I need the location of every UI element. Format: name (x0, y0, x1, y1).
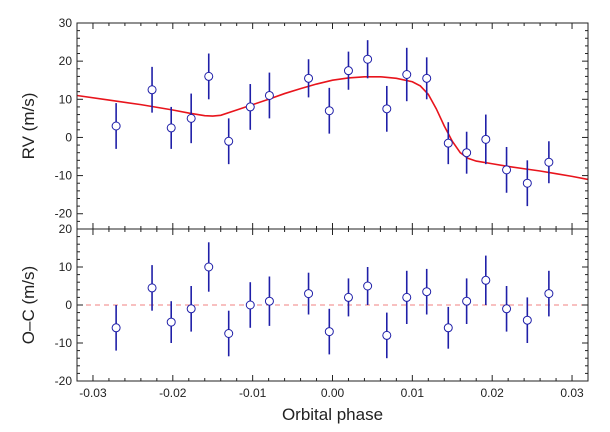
rv-y-axis-label: RV (m/s) (19, 93, 38, 160)
rv-data-point (186, 113, 196, 123)
x-tick-label: 0.03 (560, 386, 584, 400)
rv-data-point (502, 165, 512, 175)
residual-data-point (324, 327, 334, 337)
residual-data-point (245, 300, 255, 310)
rv-y-tick-label: 30 (59, 16, 73, 30)
residual-y-tick-label: 0 (65, 298, 72, 312)
rv-data-point (147, 85, 157, 95)
residual-data-point (402, 292, 412, 302)
residual-y-tick-label: -10 (55, 336, 73, 350)
residual-data-point (363, 281, 373, 291)
rv-panel-frame (76, 22, 589, 230)
rv-y-tick-label: -10 (55, 169, 73, 183)
x-tick-label: -0.01 (239, 386, 267, 400)
residual-y-tick-label: -20 (55, 374, 73, 388)
x-tick-label: -0.02 (159, 386, 187, 400)
residual-data-point (224, 329, 234, 338)
residual-y-tick-label: 20 (59, 222, 73, 236)
x-tick-label: 0.01 (401, 386, 425, 400)
rv-data-point (304, 73, 314, 83)
rv-data-point (324, 106, 334, 116)
rv-data-point (166, 123, 176, 133)
rv-data-point (522, 178, 532, 188)
rv-data-point (481, 134, 491, 144)
residual-data-point (522, 315, 532, 325)
residual-data-point (304, 289, 314, 299)
rv-data-point (544, 157, 554, 167)
residual-data-point (111, 323, 121, 333)
residual-y-tick-label: 10 (59, 260, 73, 274)
residual-data-point (481, 275, 491, 285)
rv-data-point (224, 136, 234, 146)
residual-x-ticks: -0.03 -0.02 -0.01 0.00 0.01 0.02 0.03 (76, 229, 589, 400)
rv-data-point (382, 104, 392, 114)
rv-y-ticks: -20 -10 0 10 20 30 (55, 16, 588, 230)
x-axis-label: Orbital phase (282, 405, 383, 424)
x-tick-label: 0.00 (321, 386, 345, 400)
residual-data-point (502, 304, 512, 314)
residual-data-point (204, 262, 214, 272)
residual-data-point (166, 317, 176, 327)
residual-data-point (147, 283, 157, 293)
residual-y-axis-label: O–C (m/s) (19, 266, 38, 344)
rv-y-tick-label: 20 (59, 54, 73, 68)
rv-y-tick-label: 10 (59, 92, 73, 106)
rv-data-point (363, 54, 373, 64)
x-tick-label: -0.03 (79, 386, 107, 400)
rv-panel: -20 -10 0 10 20 30 RV (m/s) (19, 16, 589, 230)
rv-data-point (111, 121, 121, 131)
residual-data-point (264, 296, 274, 306)
rv-data-point (264, 90, 274, 100)
rv-y-tick-label: -20 (55, 207, 73, 221)
x-tick-label: 0.02 (481, 386, 505, 400)
rv-data-point (422, 73, 432, 83)
residual-data-point (186, 304, 196, 314)
residual-errorbar-layer (111, 242, 554, 359)
rv-data-point (443, 138, 453, 148)
rv-data-point (343, 66, 353, 76)
rv-y-tick-label: 0 (65, 130, 72, 144)
residual-panel: -20 -10 0 10 20 -0.03 -0.02 -0.01 0.00 0.01 0.02 0… (19, 222, 589, 424)
residual-data-point (443, 323, 453, 333)
rv-x-ticks (76, 23, 589, 229)
rv-model-curve (76, 75, 589, 181)
residual-data-point (343, 292, 353, 302)
rv-data-point (462, 148, 472, 158)
rv-data-point (204, 71, 214, 81)
residual-data-point (422, 287, 432, 297)
rv-model-curve-layer (76, 75, 589, 181)
residual-data-point (462, 296, 472, 306)
residual-data-point (382, 330, 392, 340)
rv-data-point (402, 70, 412, 79)
rv-errorbar-layer (111, 40, 554, 207)
residual-data-point (544, 289, 554, 299)
rv-data-point (245, 102, 255, 112)
residual-y-ticks: -20 -10 0 10 20 (55, 222, 588, 388)
